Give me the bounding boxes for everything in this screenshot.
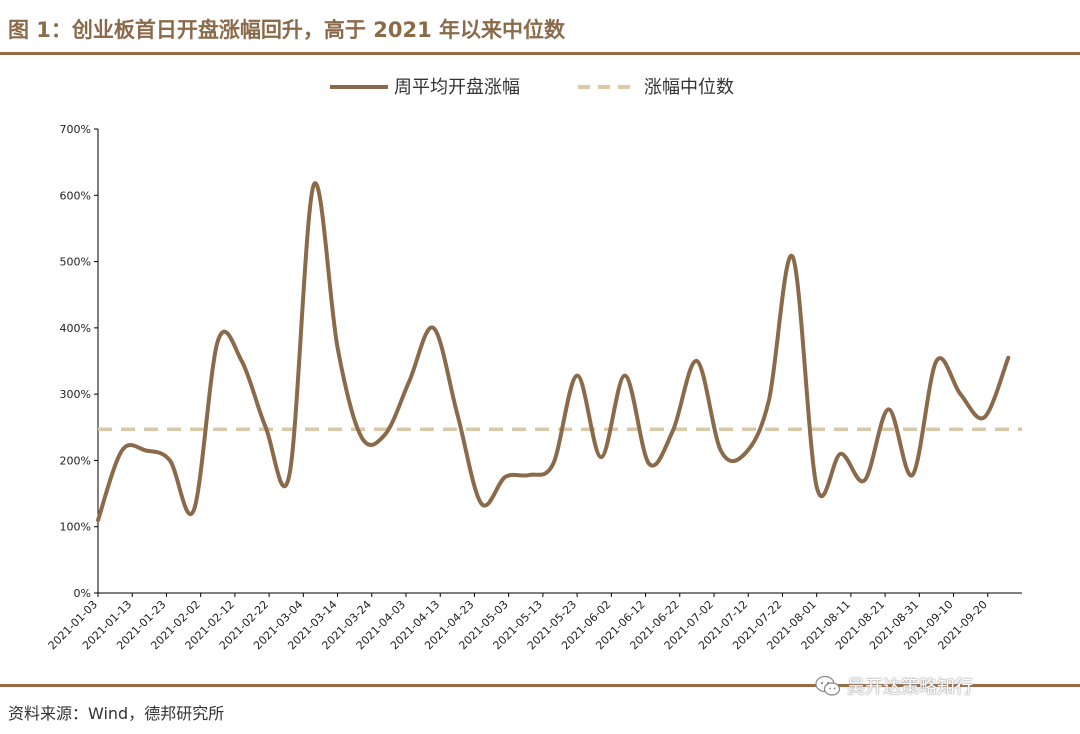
top-divider — [0, 52, 1080, 55]
y-tick-label: 600% — [60, 189, 91, 202]
x-axis: 2021-01-032021-01-132021-01-232021-02-02… — [46, 592, 1022, 652]
y-tick-label: 300% — [60, 388, 91, 401]
bottom-divider — [0, 684, 1080, 687]
y-tick-label: 400% — [60, 322, 91, 335]
y-tick-label: 200% — [60, 454, 91, 467]
legend: 周平均开盘涨幅 涨幅中位数 — [330, 77, 734, 98]
y-tick-label: 700% — [60, 123, 91, 136]
y-tick-label: 100% — [60, 521, 91, 534]
chart-heading: 图 1：创业板首日开盘涨幅回升，高于 2021 年以来中位数 — [8, 18, 565, 42]
watermark-text: 吴开达策略知行 — [847, 677, 973, 698]
y-tick-label: 500% — [60, 256, 91, 269]
legend-label-median: 涨幅中位数 — [644, 77, 734, 98]
line-chart: 周平均开盘涨幅 涨幅中位数 0% 100% 200% 300% 400% 500% 600%… — [46, 77, 1022, 652]
watermark: 吴开达策略知行 — [815, 672, 973, 700]
legend-label-weekly: 周平均开盘涨幅 — [394, 77, 520, 98]
y-axis: 0% 100% 200% 300% 400% 500% 600% 700% — [60, 123, 99, 600]
source-note: 资料来源：Wind，德邦研究所 — [8, 704, 225, 723]
weekly-open-gain-line — [96, 181, 1011, 523]
wechat-icon — [815, 675, 841, 696]
y-tick-label: 0% — [74, 587, 91, 600]
plot-area — [96, 181, 1022, 523]
